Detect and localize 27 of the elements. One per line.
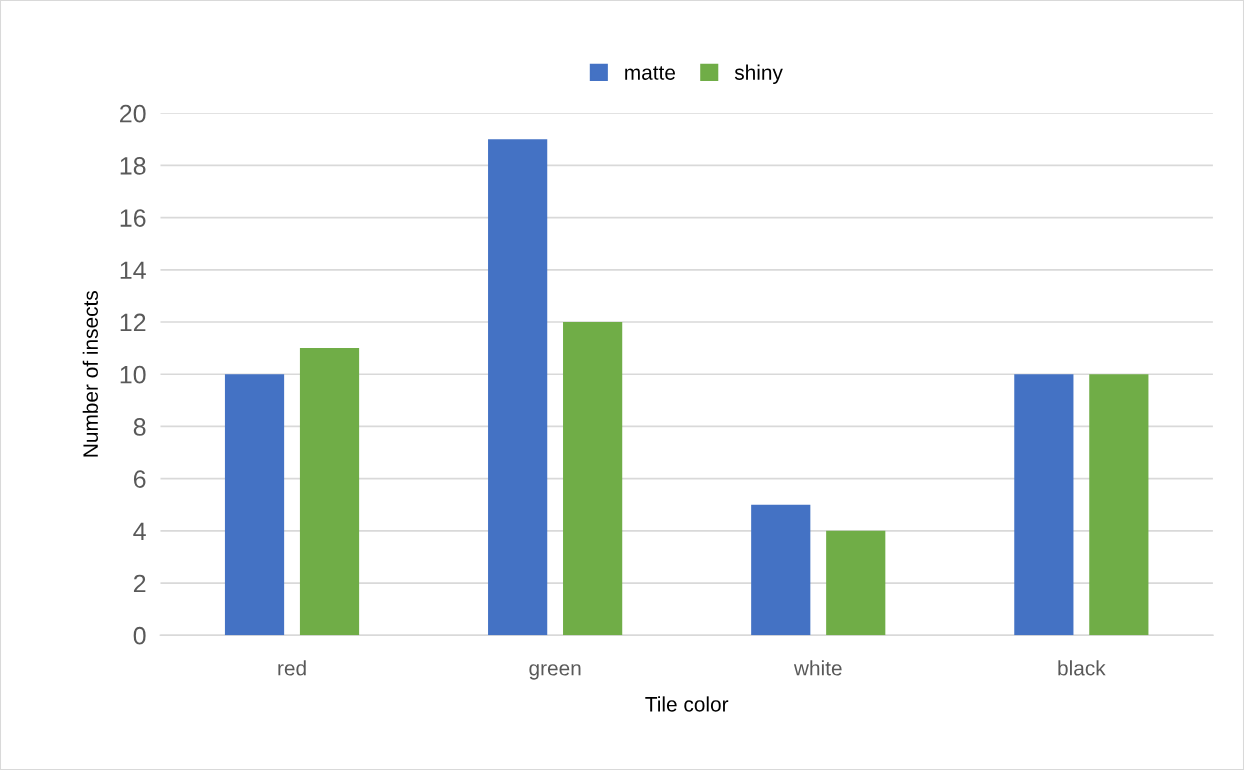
legend-label: shiny bbox=[734, 64, 783, 84]
y-tick-label: 2 bbox=[133, 574, 146, 593]
x-tick-label: red bbox=[278, 660, 306, 676]
y-tick-label: 10 bbox=[120, 365, 146, 384]
x-tick-label: white bbox=[793, 660, 842, 676]
y-tick-label: 14 bbox=[120, 261, 146, 279]
y-tick-label: 16 bbox=[120, 209, 146, 227]
bar bbox=[224, 374, 285, 636]
bar bbox=[751, 504, 811, 636]
bar bbox=[1089, 374, 1149, 636]
bar bbox=[299, 348, 360, 636]
y-tick-label: 18 bbox=[120, 157, 146, 175]
legend-label: matte bbox=[625, 66, 675, 80]
y-tick-label: 0 bbox=[133, 626, 146, 645]
y-tick-label: 4 bbox=[133, 522, 146, 540]
y-tick-label: 20 bbox=[120, 104, 146, 123]
bar bbox=[826, 530, 886, 636]
bar bbox=[488, 139, 548, 636]
x-tick-label: green bbox=[529, 664, 581, 680]
bar bbox=[1014, 374, 1074, 636]
y-tick-label: 6 bbox=[133, 470, 146, 488]
y-axis-title: Number of insects bbox=[82, 291, 98, 457]
x-axis-title: Tile color bbox=[645, 696, 729, 712]
x-tick-label: black bbox=[1058, 660, 1106, 676]
y-tick-label: 12 bbox=[120, 313, 146, 332]
y-tick-label: 8 bbox=[133, 418, 146, 436]
bar bbox=[563, 322, 623, 636]
